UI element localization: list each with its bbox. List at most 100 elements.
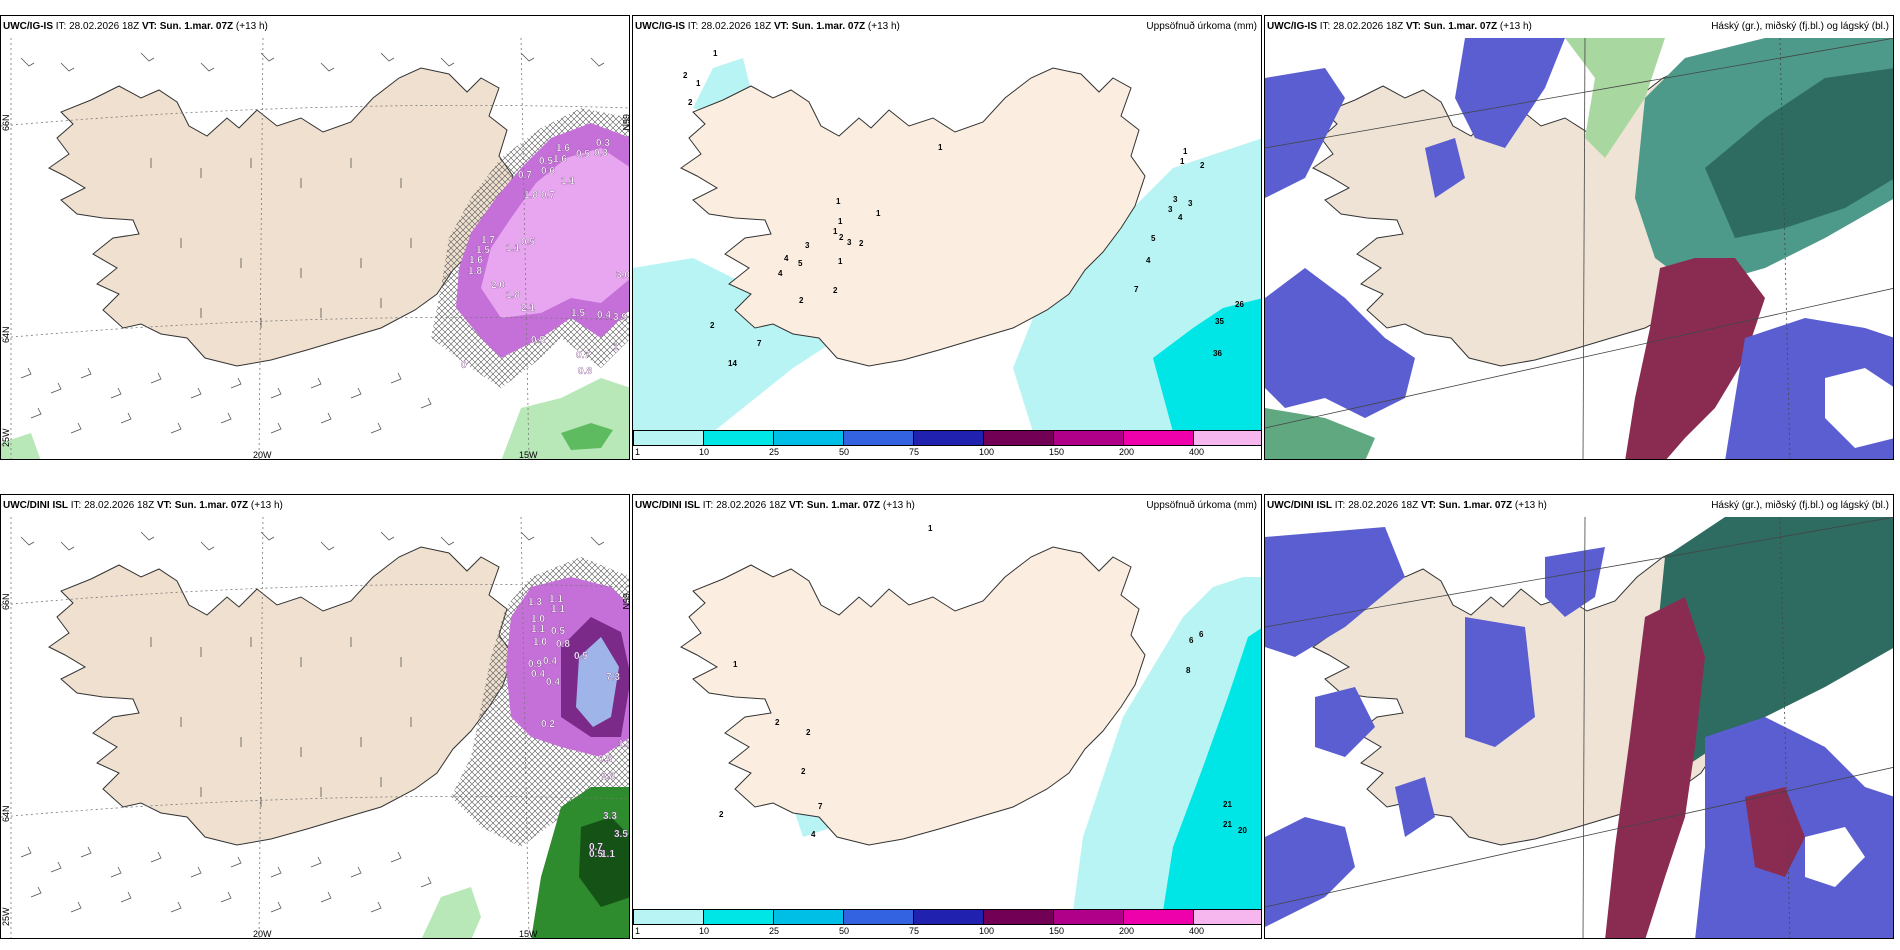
panel-wind-igis: UWC/IG-IS IT: 28.02.2026 18Z VT: Sun. 1.…: [0, 15, 630, 460]
precip-value-label: 21: [1223, 820, 1232, 829]
wind-value-label: 0.8: [556, 639, 570, 650]
colorbar-label: 400: [1189, 447, 1205, 457]
panel-header: UWC/IG-IS IT: 28.02.2026 18Z VT: Sun. 1.…: [3, 21, 268, 32]
wind-value-label: 0.3: [594, 148, 608, 159]
wind-value-label: 3.3: [603, 811, 617, 822]
precip-value-label: 2: [833, 286, 838, 295]
colorbar-swatch: [983, 909, 1054, 925]
colorbar-swatch: [1123, 909, 1194, 925]
precip-value-label: 4: [784, 254, 789, 263]
precip-value-label: 5: [798, 259, 803, 268]
wind-value-label: 0: [461, 360, 467, 371]
precip-value-label: 35: [1215, 317, 1224, 326]
precip-value-label: 4: [1146, 256, 1151, 265]
panel-header: UWC/DINI ISL IT: 28.02.2026 18Z VT: Sun.…: [3, 500, 283, 511]
svg-text:20W: 20W: [253, 450, 272, 460]
svg-text:15W: 15W: [519, 929, 538, 939]
precip-value-label: 2: [839, 233, 844, 242]
colorbar-label: 25: [769, 926, 780, 936]
wind-value-label: 1: [613, 342, 619, 353]
wind-value-label: 1.1: [506, 243, 520, 254]
colorbar-swatch: [913, 430, 984, 446]
wind-value-label: 1.1: [531, 624, 545, 635]
colorbar-label: 400: [1189, 926, 1205, 936]
colorbar-label: 25: [769, 447, 780, 457]
wind-value-label: 1.8: [524, 190, 538, 201]
wind-value-label: 0.6: [541, 166, 555, 177]
panel-precip-dini: UWC/DINI ISL IT: 28.02.2026 18Z VT: Sun.…: [632, 494, 1262, 939]
colorbar: 1 10 25 50 75 100 150 200 400: [633, 909, 1261, 938]
panel-title: Uppsöfnuð úrkoma (mm): [1146, 500, 1257, 511]
colorbar-swatch: [1193, 909, 1261, 925]
wind-value-label: 0.4: [597, 310, 611, 321]
wind-value-label: 7.3: [606, 672, 620, 683]
wind-value-label: 1.6: [469, 255, 483, 266]
svg-text:25W: 25W: [1, 428, 11, 447]
wind-value-label: 1.3: [528, 597, 542, 608]
precip-value-label: 2: [806, 728, 811, 737]
precip-value-label: 3: [847, 238, 852, 247]
colorbar-swatch: [1123, 430, 1194, 446]
precip-value-label: 1: [696, 79, 701, 88]
colorbar-label: 1: [635, 447, 641, 457]
wind-value-label: 0.4: [546, 677, 560, 688]
precip-map: 1 66 8 1 2 2 2 7 2 4 21 21 20: [680, 524, 1261, 911]
precip-value-label: 1: [938, 143, 943, 152]
panel-clouds-dini: UWC/DINI ISL IT: 28.02.2026 18Z VT: Sun.…: [1264, 494, 1894, 939]
cloud-map: [1265, 517, 1893, 938]
precip-value-label: 2: [775, 718, 780, 727]
colorbar-swatch: [773, 430, 844, 446]
panel-header: UWC/DINI ISL IT: 28.02.2026 18Z VT: Sun.…: [1267, 500, 1547, 511]
svg-text:66N: 66N: [1, 114, 11, 131]
svg-text:64N: 64N: [1, 805, 11, 822]
colorbar-label: 150: [1049, 926, 1065, 936]
wind-value-label: 0.3: [596, 138, 610, 149]
precip-labels: 1 66 8 1 2 2 2 7 2 4 21 21 20: [719, 524, 1247, 839]
wind-value-label: 0.5: [551, 626, 565, 637]
wind-value-label: 0.4: [531, 669, 545, 680]
wind-value-label: 1.1: [561, 176, 575, 187]
wind-value-label: 2.1: [521, 303, 535, 314]
wind-value-label: 1.6: [556, 143, 570, 154]
colorbar-swatch: [1193, 430, 1261, 446]
colorbar-label: 10: [699, 926, 710, 936]
precip-value-label: 2: [859, 239, 864, 248]
wind-labels: 0.51.61.6 0.50.30.30.7 0.61.8 0.71.11.51.61…: [461, 138, 629, 377]
svg-text:66N: 66N: [621, 114, 630, 131]
wind-value-label: 1.0: [533, 637, 547, 648]
wind-value-label: 0.7: [589, 842, 603, 853]
precip-value-label: 2: [683, 71, 688, 80]
precip-value-label: 2: [719, 810, 724, 819]
svg-text:66N: 66N: [621, 593, 630, 610]
precip-value-label: 2: [1200, 161, 1205, 170]
panel-header: UWC/IG-IS IT: 28.02.2026 18Z VT: Sun. 1.…: [1267, 21, 1532, 32]
wind-value-label: 1.1: [551, 604, 565, 615]
wind-labels: 1.3 1.11.11.01.1 0.51.0 0.80.50.9 0.40.40.4 7…: [528, 594, 629, 860]
panel-header: UWC/IG-IS IT: 28.02.2026 18Z VT: Sun. 1.…: [635, 21, 900, 32]
precip-value-label: 1: [838, 217, 843, 226]
precip-value-label: 2: [799, 296, 804, 305]
wind-value-label: 1.0: [531, 614, 545, 625]
precip-value-label: 1: [1183, 147, 1188, 156]
panel-precip-igis: UWC/IG-IS IT: 28.02.2026 18Z VT: Sun. 1.…: [632, 15, 1262, 460]
precip-value-label: 7: [818, 802, 823, 811]
precip-value-label: 2: [710, 321, 715, 330]
colorbar-label: 75: [909, 447, 920, 457]
precip-value-label: 3: [1188, 199, 1193, 208]
precip-value-label: 2: [801, 767, 806, 776]
precip-value-label: 6: [1189, 636, 1194, 645]
precip-value-label: 3: [1173, 195, 1178, 204]
wind-value-label: 1.6: [553, 154, 567, 165]
precip-value-label: 1: [733, 660, 738, 669]
wind-value-label: 3.5: [614, 829, 628, 840]
wind-value-label: 0.4: [543, 656, 557, 667]
precip-value-label: 21: [1223, 800, 1232, 809]
precip-value-label: 14: [728, 359, 737, 368]
svg-text:66N: 66N: [1, 593, 11, 610]
wind-value-label: 1.5: [571, 308, 585, 319]
wind-value-label: 0.5: [598, 754, 612, 765]
colorbar-swatch: [983, 430, 1054, 446]
wind-value-label: 0.5: [539, 156, 553, 167]
